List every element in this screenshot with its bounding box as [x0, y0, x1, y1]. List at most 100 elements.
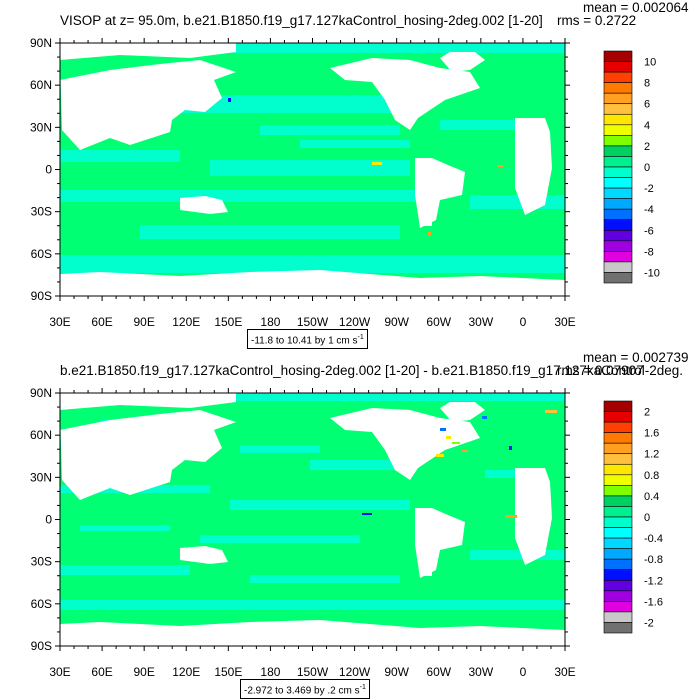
panel2-land-south-america — [415, 508, 465, 578]
panel2-land-eurasia-east — [60, 410, 236, 500]
colorbar-swatch — [603, 156, 633, 168]
panel2-land-africa — [515, 468, 552, 565]
colorbar-swatch — [603, 601, 633, 613]
colorbar-label: 0 — [644, 512, 650, 524]
panel2-land-north-america — [330, 408, 480, 480]
colorbar-swatch — [603, 135, 633, 147]
colorbar-label: -8 — [644, 246, 654, 258]
lon-label: 90W — [384, 665, 409, 679]
colorbar-swatch — [603, 463, 633, 476]
panel1-axes — [55, 38, 570, 301]
colorbar-swatch — [603, 579, 633, 592]
panel1-land-africa — [515, 118, 552, 215]
panel1-land-greenland — [440, 52, 485, 72]
colorbar-swatch — [603, 219, 633, 231]
lat-label: 90S — [31, 289, 52, 303]
panel1-map: 90N 60N 30N 0 30S 60S 90S 30E 60E 90E 120E 150E 180… — [30, 36, 660, 329]
colorbar-label: -0.8 — [644, 554, 663, 566]
lat-label: 30N — [30, 470, 52, 484]
colorbar-swatch — [603, 50, 633, 62]
colorbar-swatch — [603, 145, 633, 157]
panel1-land-eurasia-east — [60, 60, 236, 150]
panel2-plot-area — [59, 392, 566, 647]
panel2-map: 90N 60N 30N 0 30S 60S 90S 30E 60E 90E 120E 150E 180… — [30, 386, 663, 679]
lon-label: 90E — [133, 315, 154, 329]
colorbar-swatch — [603, 611, 633, 623]
lat-label: 60S — [31, 597, 52, 611]
panel1-land-south-america — [415, 158, 465, 228]
colorbar-swatch — [603, 229, 633, 242]
panel2-mean: mean = 0.002739 — [583, 350, 689, 365]
colorbar-swatch — [603, 240, 633, 252]
panel1-lon-labels: 30E 60E 90E 120E 150E 180 150W 120W 90W 60W 30W 0 30… — [49, 315, 575, 329]
colorbar-swatch — [603, 208, 633, 221]
lat-label: 90S — [31, 639, 52, 653]
lon-label: 150W — [297, 315, 329, 329]
lon-label: 60E — [91, 315, 112, 329]
colorbar-label: 2 — [644, 141, 650, 153]
colorbar-swatch — [603, 411, 633, 423]
panel1-range-exp: -1 — [357, 334, 364, 341]
colorbar-swatch — [603, 527, 633, 539]
colorbar-label: -0.4 — [644, 533, 663, 545]
lon-label: 120E — [172, 315, 200, 329]
colorbar-swatch — [603, 474, 633, 486]
colorbar-label: -2 — [644, 183, 654, 195]
colorbar-swatch — [603, 622, 633, 634]
colorbar-swatch — [603, 569, 633, 581]
panel1-range-label: -11.8 to 10.41 by 1 cm s-1 — [247, 329, 368, 350]
colorbar-swatch — [603, 453, 633, 465]
colorbar-swatch — [603, 558, 633, 571]
colorbar-label: 2 — [644, 407, 650, 419]
colorbar-label: -1.2 — [644, 575, 663, 587]
lat-label: 90N — [30, 386, 52, 400]
panel1-mean: mean = 0.002064 — [583, 0, 689, 15]
colorbar-label: 0.8 — [644, 470, 659, 482]
lat-label: 30S — [31, 555, 52, 569]
colorbar-swatch — [603, 495, 633, 507]
lon-label: 90W — [384, 315, 409, 329]
lat-label: 0 — [45, 513, 52, 527]
colorbar-swatch — [603, 61, 633, 73]
colorbar-swatch — [603, 548, 633, 560]
lon-label: 30E — [554, 315, 575, 329]
colorbar-label: -6 — [644, 225, 654, 237]
panel1-land-eurasia-north — [60, 43, 236, 60]
colorbar-label: 4 — [644, 120, 650, 132]
lat-label: 60S — [31, 247, 52, 261]
colorbar-swatch — [603, 261, 633, 273]
lon-label: 180 — [260, 315, 280, 329]
lon-label: 120E — [172, 665, 200, 679]
panel1-land-australia — [180, 196, 228, 214]
panel2-land-antarctica — [60, 620, 565, 646]
lon-label: 30W — [468, 665, 493, 679]
colorbar-label: 8 — [644, 78, 650, 90]
colorbar-swatch — [603, 400, 633, 412]
panel1-lat-labels: 90N 60N 30N 0 30S 60S 90S — [30, 36, 52, 303]
panel2-land-tip — [420, 568, 432, 576]
colorbar-swatch — [603, 516, 633, 528]
lon-label: 30E — [49, 665, 70, 679]
colorbar-label: 10 — [644, 57, 656, 69]
lat-label: 60N — [30, 78, 52, 92]
lon-label: 180 — [260, 665, 280, 679]
panel2-land-australia — [180, 546, 228, 564]
colorbar-label: -4 — [644, 204, 654, 216]
lat-label: 30N — [30, 120, 52, 134]
lon-label: 150E — [214, 315, 242, 329]
panel2-land-greenland — [440, 402, 485, 422]
lon-label: 30E — [49, 315, 70, 329]
lon-label: 150W — [297, 665, 329, 679]
colorbar-swatch — [603, 166, 633, 178]
lon-label: 30W — [468, 315, 493, 329]
colorbar-swatch — [603, 187, 633, 199]
panel1-rms: rms = 0.2722 — [557, 13, 637, 28]
lat-label: 0 — [45, 163, 52, 177]
panel1-land-antarctica — [60, 270, 565, 296]
colorbar-label: 1.6 — [644, 428, 659, 440]
colorbar-label: 1.2 — [644, 449, 659, 461]
panel1-title: VISOP at z= 95.0m, b.e21.B1850.f19_g17.1… — [60, 13, 543, 28]
lon-label: 60W — [426, 315, 451, 329]
colorbar-swatch — [603, 442, 633, 455]
colorbar-swatch — [603, 92, 633, 105]
